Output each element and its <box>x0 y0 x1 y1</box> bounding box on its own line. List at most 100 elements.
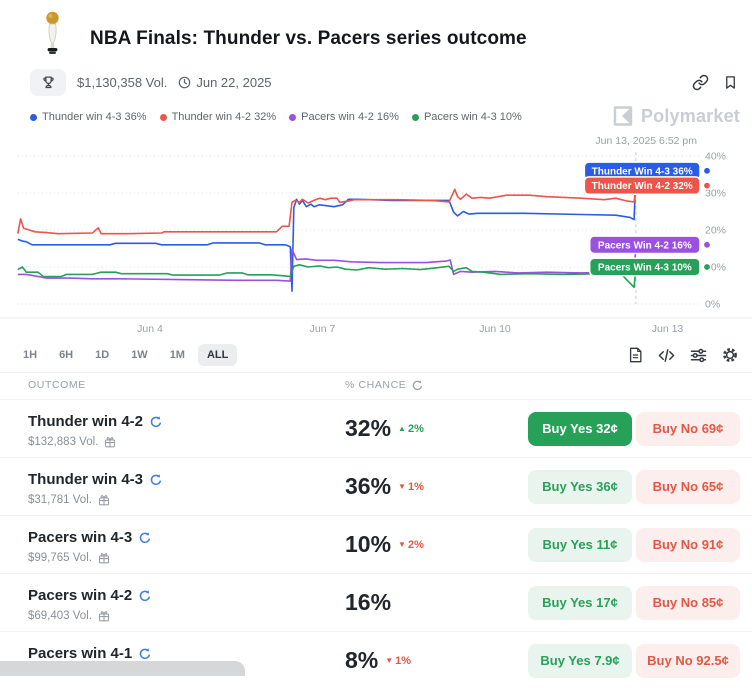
legend-dot-icon <box>159 113 167 121</box>
embed-code-icon[interactable] <box>658 348 675 363</box>
legend-dot-icon <box>30 113 37 121</box>
y-axis-tick: 20% <box>705 225 726 237</box>
buy-no-button[interactable]: Buy No 92.5¢ <box>636 643 740 678</box>
down-arrow-icon: ▼ <box>398 539 406 549</box>
polymarket-logo-icon <box>611 104 635 128</box>
section-divider <box>0 372 752 373</box>
outcome-name: Pacers win 4-2 <box>28 587 151 604</box>
range-button-6h[interactable]: 6H <box>59 349 74 361</box>
buy-no-button[interactable]: Buy No 69¢ <box>636 411 740 446</box>
trophy-badge-icon <box>30 69 66 96</box>
polymarket-watermark: Polymarket <box>611 104 740 128</box>
bookmark-icon[interactable] <box>723 74 738 91</box>
outcome-column-header: OUTCOME <box>28 379 86 391</box>
outcome-row: Pacers win 4-3 $99,765 Vol. 10% ▼ 2% Buy Yes … <box>0 515 752 573</box>
repost-refresh-icon[interactable] <box>150 473 162 486</box>
end-date: Jun 22, 2025 <box>196 75 272 90</box>
repost-refresh-icon[interactable] <box>139 589 151 602</box>
legend-dot-icon <box>411 113 419 121</box>
chance-change: ▲ 2% <box>398 422 424 435</box>
outcome-name: Thunder win 4-3 <box>28 471 162 488</box>
bottom-overlay <box>0 661 245 676</box>
down-arrow-icon: ▼ <box>398 481 406 491</box>
down-arrow-icon: ▼ <box>385 655 394 665</box>
range-button-1h[interactable]: 1H <box>23 349 38 361</box>
sliders-icon[interactable] <box>690 348 707 363</box>
legend-item: Thunder win 4-3 36% <box>30 111 147 123</box>
outcome-table: Thunder win 4-2 $132,883 Vol. 32% ▲ 2% Buy Ye… <box>0 399 752 689</box>
outcome-chance: 36% ▼ 1% <box>345 473 424 499</box>
legend-item: Thunder win 4-2 32% <box>159 111 276 123</box>
buy-yes-button[interactable]: Buy Yes 36¢ <box>528 469 632 504</box>
clock-icon <box>178 76 191 89</box>
volume-stat: $1,130,358 Vol. <box>77 75 168 90</box>
svg-text:Thunder Win 4-2 32%: Thunder Win 4-2 32% <box>592 181 693 192</box>
outcome-volume: $69,403 Vol. <box>28 610 110 622</box>
gift-icon[interactable] <box>98 494 110 506</box>
y-axis-tick: 0% <box>705 299 720 311</box>
outcome-row: Pacers win 4-1 8% ▼ 1% Buy Yes 7.9¢ Buy No 92… <box>0 631 752 689</box>
chance-change: ▼ 2% <box>398 538 424 551</box>
outcome-row: Thunder win 4-3 $31,781 Vol. 36% ▼ 1% Buy Yes… <box>0 457 752 515</box>
price-chart[interactable]: 0% 10% 20% 30% 40% Jun 4 Jun 7 Jun 10 Jun 13 Thu… <box>0 148 752 340</box>
buy-yes-button[interactable]: Buy Yes 7.9¢ <box>528 643 632 678</box>
repost-refresh-icon[interactable] <box>150 415 162 428</box>
range-button-1m[interactable]: 1M <box>169 349 185 361</box>
series-line <box>17 264 645 289</box>
y-axis-tick: 30% <box>705 188 726 200</box>
x-axis-tick: Jun 13 <box>652 323 684 335</box>
range-button-all[interactable]: ALL <box>197 344 238 366</box>
outcome-name: Pacers win 4-1 <box>28 645 151 662</box>
buy-no-button[interactable]: Buy No 85¢ <box>636 585 740 620</box>
outcome-chance: 32% ▲ 2% <box>345 415 424 441</box>
gift-icon[interactable] <box>104 436 116 448</box>
svg-text:Thunder Win 4-3 36%: Thunder Win 4-3 36% <box>592 166 693 177</box>
buy-no-button[interactable]: Buy No 65¢ <box>636 469 740 504</box>
outcome-name: Thunder win 4-2 <box>28 413 162 430</box>
range-button-1w[interactable]: 1W <box>131 349 148 361</box>
legend-item: Pacers win 4-2 16% <box>289 111 399 123</box>
crosshair-timestamp: Jun 13, 2025 6:52 pm <box>595 135 697 147</box>
x-axis-tick: Jun 4 <box>137 323 163 335</box>
chance-change: ▼ 1% <box>385 654 412 667</box>
outcome-name: Pacers win 4-3 <box>28 529 151 546</box>
outcome-volume: $99,765 Vol. <box>28 552 110 564</box>
trophy-image <box>44 11 61 58</box>
gear-icon[interactable] <box>722 347 738 363</box>
series-line <box>17 169 645 292</box>
outcome-chance: 10% ▼ 2% <box>345 531 424 557</box>
svg-text:Pacers Win 4-2 16%: Pacers Win 4-2 16% <box>598 240 692 251</box>
buy-yes-button[interactable]: Buy Yes 17¢ <box>528 585 632 620</box>
news-icon[interactable] <box>628 347 643 363</box>
buy-yes-button[interactable]: Buy Yes 32¢ <box>528 411 632 446</box>
series-line <box>17 244 645 282</box>
outcome-row: Thunder win 4-2 $132,883 Vol. 32% ▲ 2% Buy Ye… <box>0 399 752 457</box>
chart-legend: Thunder win 4-3 36% Thunder win 4-2 32% Pa… <box>30 111 522 123</box>
buy-no-button[interactable]: Buy No 91¢ <box>636 527 740 562</box>
link-icon[interactable] <box>692 74 709 91</box>
time-range-selector: 1H 6H 1D 1W 1M ALL <box>14 344 238 366</box>
x-axis-tick: Jun 10 <box>479 323 511 335</box>
gift-icon[interactable] <box>98 610 110 622</box>
chance-column-header: % CHANCE <box>345 379 407 391</box>
legend-item: Pacers win 4-3 10% <box>411 111 522 123</box>
series-end-label: Thunder Win 4-2 32% <box>583 176 712 196</box>
outcome-row: Pacers win 4-2 $69,403 Vol. 16% Buy Yes 17¢… <box>0 573 752 631</box>
buy-yes-button[interactable]: Buy Yes 11¢ <box>528 527 632 562</box>
x-axis-tick: Jun 7 <box>310 323 336 335</box>
page-title: NBA Finals: Thunder vs. Pacers series ou… <box>90 28 527 49</box>
legend-dot-icon <box>289 113 297 121</box>
repost-refresh-icon[interactable] <box>139 647 151 660</box>
series-line <box>17 184 645 235</box>
gift-icon[interactable] <box>98 552 110 564</box>
y-axis-tick: 40% <box>705 151 726 163</box>
refresh-icon[interactable] <box>412 379 423 391</box>
series-end-label: Pacers Win 4-3 10% <box>588 257 712 277</box>
repost-refresh-icon[interactable] <box>139 531 151 544</box>
outcome-volume: $31,781 Vol. <box>28 494 110 506</box>
outcome-chance: 16% <box>345 589 392 615</box>
outcome-volume: $132,883 Vol. <box>28 436 116 448</box>
outcome-chance: 8% ▼ 1% <box>345 647 412 673</box>
series-end-label: Pacers Win 4-2 16% <box>588 235 712 255</box>
range-button-1d[interactable]: 1D <box>95 349 110 361</box>
